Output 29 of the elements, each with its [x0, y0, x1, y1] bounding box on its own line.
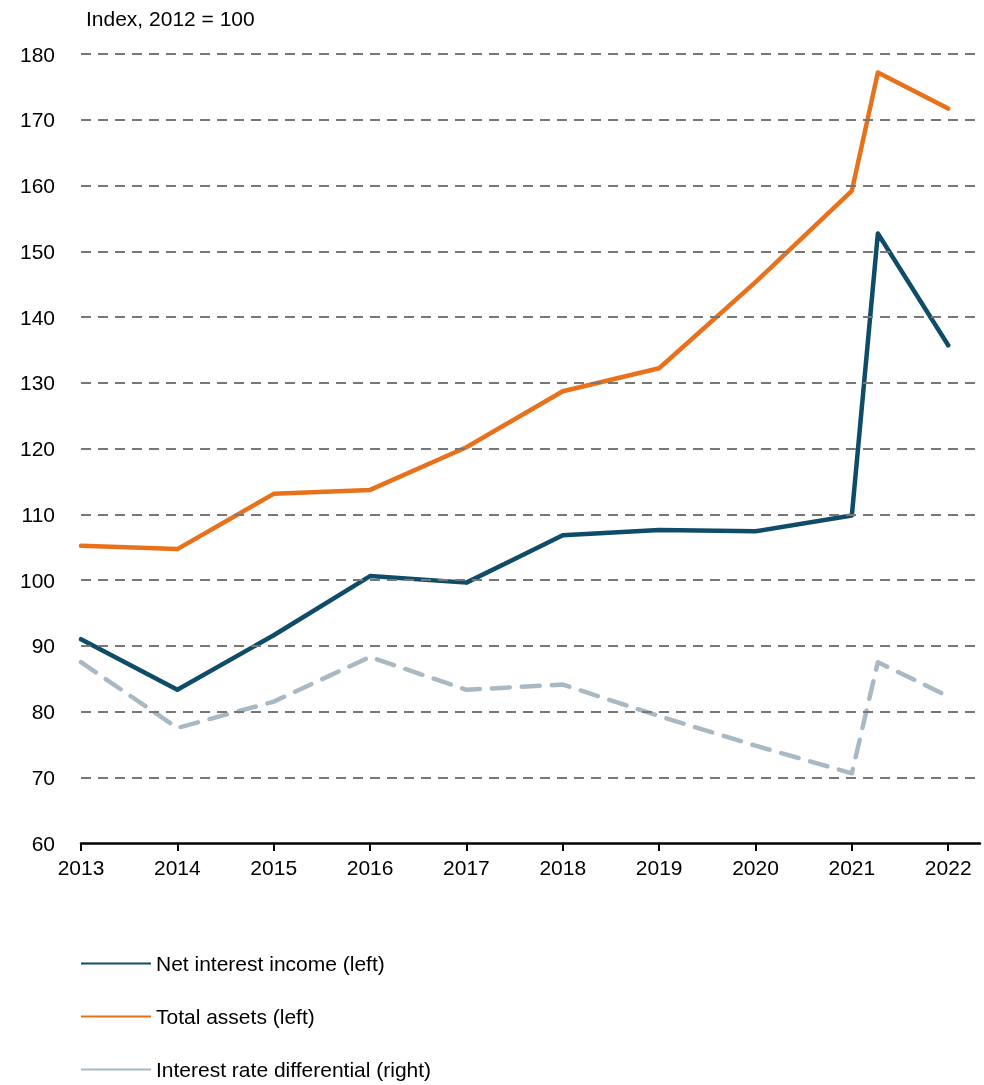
x-tick-label: 2017	[443, 856, 490, 879]
legend-label: Interest rate differential (right)	[156, 1058, 432, 1081]
y-tick-label: 150	[19, 239, 55, 263]
line-series	[78, 70, 951, 552]
x-tick-label: 2016	[346, 856, 394, 879]
x-tick-label: 2022	[924, 856, 972, 879]
legend-label: Net interest income (left)	[156, 952, 385, 975]
legend-label: Total assets (left)	[156, 1005, 315, 1028]
x-tick-label: 2018	[539, 856, 587, 879]
y-tick-label: 120	[19, 437, 55, 460]
y-tick-label: 130	[19, 371, 55, 395]
x-tick-label: 2019	[635, 856, 683, 879]
x-tick-label: 2020	[732, 856, 779, 879]
y-tick-label: 170	[19, 108, 55, 132]
y-tick-label: 160	[19, 174, 55, 197]
y-tick-label: 60	[31, 831, 55, 855]
y-tick-label: 180	[19, 42, 55, 66]
x-tick-label: 2013	[57, 856, 105, 879]
x-tick-label: 2015	[250, 856, 298, 879]
x-tick-label: 2014	[154, 856, 202, 879]
y-tick-label: 80	[31, 700, 55, 723]
line-series	[78, 231, 951, 693]
y-tick-label: 90	[31, 634, 55, 658]
y-tick-label: 110	[21, 502, 55, 526]
y-tick-label: 70	[31, 765, 55, 789]
y-tick-label: 140	[19, 305, 55, 329]
y-axis-title: Index, 2012 = 100	[86, 7, 255, 30]
y-tick-label: 100	[19, 568, 55, 592]
x-tick-label: 2021	[828, 856, 876, 879]
